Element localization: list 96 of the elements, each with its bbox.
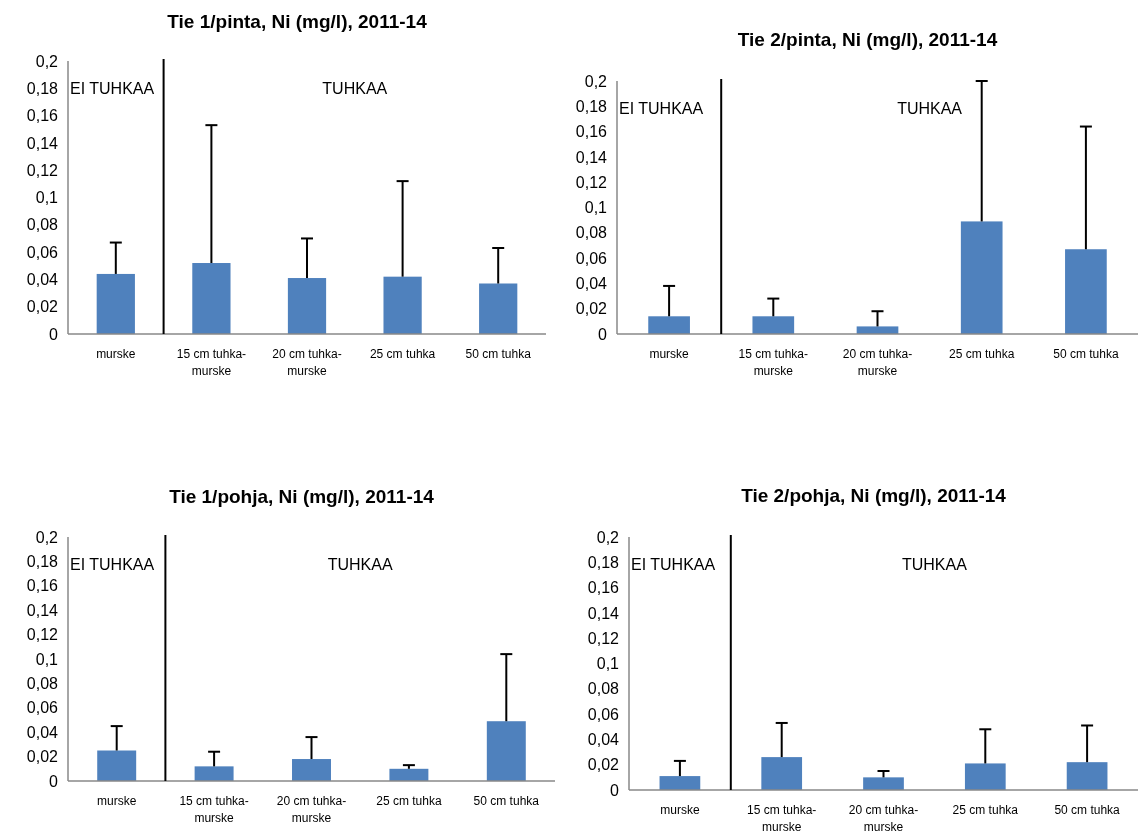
y-tick-label: 0,18	[26, 79, 59, 97]
y-tick-label: 0	[598, 325, 608, 343]
bar	[863, 777, 904, 790]
chart-title: Tie 2/pohja, Ni (mg/l), 2011-14	[741, 485, 1007, 506]
y-tick-label: 0,04	[575, 275, 608, 292]
bar	[389, 768, 429, 781]
bar	[97, 750, 137, 781]
y-tick-label: 0,08	[587, 680, 620, 698]
annotation: EI TUHKAA	[619, 100, 704, 117]
bar	[96, 273, 135, 334]
x-tick-label: 20 cm tuhka-murske	[842, 347, 913, 378]
y-tick-label: 0,16	[26, 107, 59, 125]
y-tick-label: 0,02	[587, 756, 620, 774]
bar	[486, 721, 526, 781]
x-tick-label: murske	[649, 347, 690, 361]
y-tick-label: 0,14	[26, 134, 59, 152]
bar	[194, 766, 234, 781]
y-tick-label: 0,16	[575, 123, 608, 141]
x-tick-label: 20 cm tuhka-murske	[848, 803, 919, 834]
y-tick-label: 0,06	[26, 699, 59, 717]
x-tick-label: 50 cm tuhka	[1053, 347, 1119, 361]
bar	[479, 283, 518, 334]
y-tick-label: 0,14	[26, 601, 59, 619]
x-tick-label: 20 cm tuhka-murske	[276, 794, 347, 825]
bar	[659, 776, 701, 790]
annotation: TUHKAA	[327, 556, 393, 573]
chart-title: Tie 1/pinta, Ni (mg/l), 2011-14	[167, 11, 428, 32]
annotation: EI TUHKAA	[70, 80, 155, 97]
y-tick-label: 0,04	[587, 731, 620, 748]
chart-title: Tie 1/pohja, Ni (mg/l), 2011-14	[169, 486, 435, 507]
y-tick-label: 0	[610, 781, 620, 799]
y-tick-label: 0,16	[26, 577, 59, 595]
y-tick-label: 0,18	[587, 553, 620, 571]
y-tick-label: 0,12	[587, 629, 620, 647]
y-tick-label: 0,08	[26, 216, 59, 234]
y-tick-label: 0,16	[587, 579, 620, 597]
bar	[383, 276, 422, 334]
x-tick-label: 50 cm tuhka	[473, 794, 540, 808]
annotation: EI TUHKAA	[70, 556, 155, 573]
y-tick-label: 0,14	[575, 148, 608, 166]
y-tick-label: 0,06	[575, 249, 608, 267]
x-tick-label: 15 cm tuhka-murske	[179, 794, 249, 825]
x-tick-label: murske	[97, 794, 137, 808]
x-tick-label: 25 cm tuhka	[376, 794, 442, 808]
y-tick-label: 0,12	[26, 161, 59, 179]
bar	[761, 757, 803, 790]
x-tick-label: 20 cm tuhka-murske	[272, 347, 342, 378]
y-tick-label: 0,18	[26, 553, 59, 570]
y-tick-label: 0,2	[35, 52, 59, 70]
y-tick-label: 0,1	[584, 199, 608, 217]
x-tick-label: 25 cm tuhka	[369, 347, 436, 361]
y-tick-label: 0,18	[575, 97, 608, 115]
x-tick-label: 15 cm tuhka-murske	[747, 803, 817, 834]
bar	[287, 278, 327, 334]
chart-title: Tie 2/pinta, Ni (mg/l), 2011-14	[737, 29, 998, 50]
y-tick-label: 0,02	[26, 298, 59, 316]
bar	[960, 221, 1003, 334]
y-tick-label: 0,2	[584, 72, 608, 90]
y-tick-label: 0	[49, 325, 59, 343]
y-tick-label: 0,12	[575, 173, 608, 191]
y-tick-label: 0,12	[26, 626, 59, 644]
y-tick-label: 0,1	[35, 189, 59, 207]
x-tick-label: murske	[96, 347, 136, 361]
bar	[192, 263, 231, 334]
bar	[964, 763, 1006, 790]
y-tick-label: 0	[49, 772, 59, 790]
y-tick-label: 0,02	[26, 748, 59, 766]
bar	[856, 326, 899, 334]
x-tick-label: 15 cm tuhka-murske	[738, 347, 808, 378]
x-tick-label: 15 cm tuhka-murske	[176, 347, 247, 378]
x-tick-label: murske	[660, 803, 700, 817]
y-tick-label: 0,2	[35, 528, 59, 546]
annotation: TUHKAA	[897, 100, 963, 117]
x-tick-label: 25 cm tuhka	[952, 803, 1019, 817]
y-tick-label: 0,04	[26, 271, 59, 288]
y-tick-label: 0,04	[26, 723, 59, 741]
x-tick-label: 50 cm tuhka	[465, 347, 532, 361]
y-tick-label: 0,14	[587, 604, 620, 622]
annotation: TUHKAA	[901, 556, 968, 573]
annotation: TUHKAA	[322, 80, 388, 97]
bar	[752, 316, 795, 334]
annotation: EI TUHKAA	[631, 556, 716, 573]
bar	[1066, 762, 1108, 790]
bar	[648, 316, 690, 334]
y-tick-label: 0,06	[26, 243, 59, 261]
y-tick-label: 0,2	[596, 528, 620, 546]
bar	[1065, 249, 1107, 334]
x-tick-label: 25 cm tuhka	[949, 347, 1015, 361]
bar	[292, 759, 331, 781]
y-tick-label: 0,08	[26, 675, 59, 692]
y-tick-label: 0,1	[35, 650, 59, 668]
y-tick-label: 0,08	[575, 224, 608, 242]
y-tick-label: 0,1	[596, 655, 620, 673]
y-tick-label: 0,02	[575, 300, 608, 318]
y-tick-label: 0,06	[587, 705, 620, 723]
x-tick-label: 50 cm tuhka	[1054, 803, 1121, 817]
